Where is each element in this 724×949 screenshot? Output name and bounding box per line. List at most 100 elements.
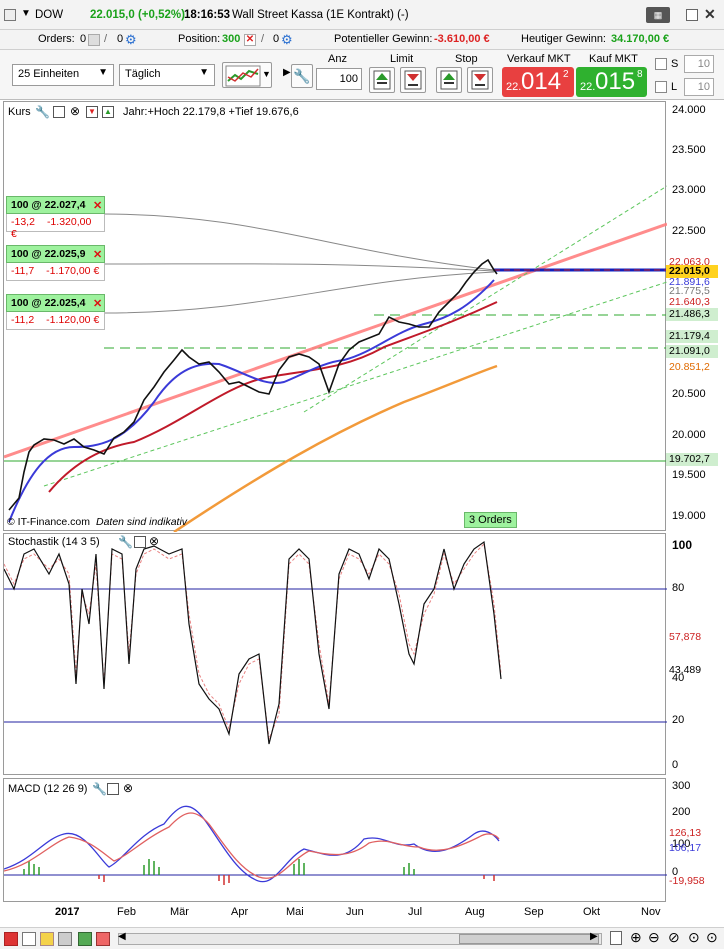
l-checkbox[interactable] (655, 81, 667, 93)
window-icon[interactable] (107, 783, 119, 795)
zoom-out-icon[interactable]: ⊖ (648, 929, 660, 945)
arrow-up-icon[interactable]: ▲ (102, 106, 114, 118)
wrench-icon[interactable]: 🔧 (35, 105, 50, 119)
stop-buy-button[interactable] (436, 67, 462, 93)
macd-y-tick: 200 (672, 806, 691, 818)
potential-gain-label: Potentieller Gewinn: (334, 33, 433, 45)
macd-value-label: -19,958 (669, 875, 705, 887)
limit-label: Limit (390, 53, 414, 65)
wrench-icon[interactable]: 🔧 (291, 64, 313, 88)
macd-title: MACD (12 26 9) (8, 783, 88, 795)
title-bar: ▼ DOW 22.015,0 (+0,52%) 18:16:53 Wall St… (0, 0, 724, 30)
macd-value-label: 126,13 (669, 827, 702, 839)
wrench-icon[interactable]: 🔧 (92, 782, 107, 796)
scroll-right-icon[interactable]: ▶ (590, 931, 598, 942)
sell-market-label: Verkauf MKT (507, 53, 571, 65)
scrollbar-thumb[interactable] (459, 934, 599, 944)
buy-market-button[interactable]: 22. 015 8 (576, 67, 647, 97)
orders-badge[interactable]: 3 Orders (464, 512, 517, 528)
x-tick: Nov (641, 906, 661, 918)
chevron-down-icon: ▼ (262, 69, 271, 79)
keyboard-icon[interactable]: ▦ (646, 7, 670, 23)
limit-buy-button[interactable] (369, 67, 395, 93)
period-select[interactable]: Täglich ▼ (119, 64, 215, 86)
order-head: 100 @ 22.025,9 (11, 248, 86, 260)
close-circle-icon[interactable]: ⊗ (123, 781, 134, 795)
gear-icon[interactable]: ⚙ (281, 32, 293, 47)
year-high-low: Jahr:+Hoch 22.179,8 +Tief 19.676,6 (123, 106, 299, 118)
close-order-icon[interactable]: ✕ (93, 298, 103, 310)
orders-count: 0 (80, 33, 87, 45)
order-points: -11,7 (11, 265, 35, 277)
order-points: -11,2 (11, 314, 35, 326)
wrench-icon[interactable]: 🔧 (118, 535, 133, 549)
sell-price-prefix: 22. (506, 81, 522, 93)
order-box-3[interactable]: 100 @ 22.025,4 ✕ -11,2 -1.120,00 € (6, 294, 105, 330)
stoch-y-tick: 80 (672, 582, 685, 594)
draw-tool-icon[interactable] (4, 932, 18, 946)
scroll-left-icon[interactable]: ◀ (118, 931, 126, 942)
s-checkbox[interactable] (655, 58, 667, 70)
fib-tool-icon[interactable] (40, 932, 54, 946)
maximize-icon[interactable] (686, 9, 698, 21)
bottom-toolbar: ◀ ▶ ⊕ ⊖ ⊘ ⊙ ⊙ (0, 927, 724, 949)
close-circle-icon[interactable]: ⊗ (149, 534, 160, 548)
stop-buy-icon (440, 70, 458, 90)
price-change: 22.015,0 (+0,52%) (90, 9, 185, 21)
stochastic-chart[interactable] (4, 534, 667, 776)
close-order-icon[interactable]: ✕ (93, 200, 103, 212)
page-icon[interactable] (610, 931, 622, 945)
disclaimer: Daten sind indikativ (96, 516, 188, 528)
buy-market-label: Kauf MKT (589, 53, 638, 65)
units-select[interactable]: 25 Einheiten ▼ (12, 64, 114, 86)
window-icon[interactable] (134, 536, 146, 548)
l-value-input[interactable]: 10 (684, 78, 714, 96)
macd-panel: MACD (12 26 9) 🔧 ⊗ (3, 778, 667, 903)
trading-toolbar: 25 Einheiten ▼ Täglich ▼ ▼ ▶ 🔧 Anz 100 L… (0, 50, 724, 100)
zoom-fit-icon-2[interactable]: ⊙ (706, 929, 718, 945)
window-icon[interactable] (53, 106, 65, 118)
close-circle-icon[interactable]: ⊗ (70, 104, 81, 118)
x-tick: Okt (583, 906, 601, 918)
stop-sell-icon (471, 70, 489, 90)
s-value-input[interactable]: 10 (684, 55, 714, 73)
horizontal-scrollbar[interactable] (118, 933, 602, 945)
collapse-arrow-icon[interactable]: ▶ (283, 67, 291, 78)
order-amount: -1.320,00 € (11, 216, 92, 240)
arrow-down-icon[interactable]: ▼ (86, 106, 98, 118)
zoom-fit-icon[interactable]: ⊙ (688, 929, 700, 945)
chart-type-button[interactable]: ▼ (222, 62, 272, 88)
line-tool-icon[interactable] (22, 932, 36, 946)
y-tick: 20.500 (672, 388, 706, 400)
sell-market-button[interactable]: 22. 014 2 (502, 67, 574, 97)
stop-sell-button[interactable] (467, 67, 493, 93)
order-box-1[interactable]: 100 @ 22.027,4 ✕ -13,2 -1.320,00 € (6, 196, 105, 240)
close-icon[interactable]: ✕ (704, 6, 716, 22)
stochastic-panel: Stochastik (14 3 5) 🔧 ⊗ (3, 533, 667, 776)
limit-buy-icon (373, 70, 391, 90)
current-price-label: 22.015,0 (666, 265, 718, 278)
zoom-in-icon[interactable]: ⊕ (630, 929, 642, 945)
window-icon[interactable] (4, 9, 16, 21)
orders-label: Orders: (38, 33, 75, 45)
macd-chart[interactable] (4, 779, 667, 903)
close-position-icon[interactable]: ✕ (244, 34, 256, 46)
dropdown-icon[interactable]: ▼ (21, 8, 31, 19)
price-label: 20.851,2 (669, 361, 710, 373)
close-order-icon[interactable]: ✕ (93, 249, 103, 261)
cancel-orders-icon[interactable] (88, 34, 100, 46)
chart-type-icon (225, 65, 261, 87)
price-label: 21.640,3 (669, 296, 710, 308)
indicator-tool-icon[interactable] (78, 932, 92, 946)
price-label: 21.486,3 (666, 308, 718, 321)
gear-icon[interactable]: ⚙ (125, 32, 137, 47)
price-label: 21.091,0 (666, 345, 718, 358)
quantity-input[interactable]: 100 (316, 68, 362, 90)
limit-sell-button[interactable] (400, 67, 426, 93)
order-box-2[interactable]: 100 @ 22.025,9 ✕ -11,7 -1.170,00 € (6, 245, 105, 281)
zoom-reset-icon[interactable]: ⊘ (668, 929, 680, 945)
price-chart[interactable] (4, 102, 667, 532)
text-tool-icon[interactable] (58, 932, 72, 946)
delete-tool-icon[interactable] (96, 932, 110, 946)
buy-price-prefix: 22. (580, 81, 596, 93)
